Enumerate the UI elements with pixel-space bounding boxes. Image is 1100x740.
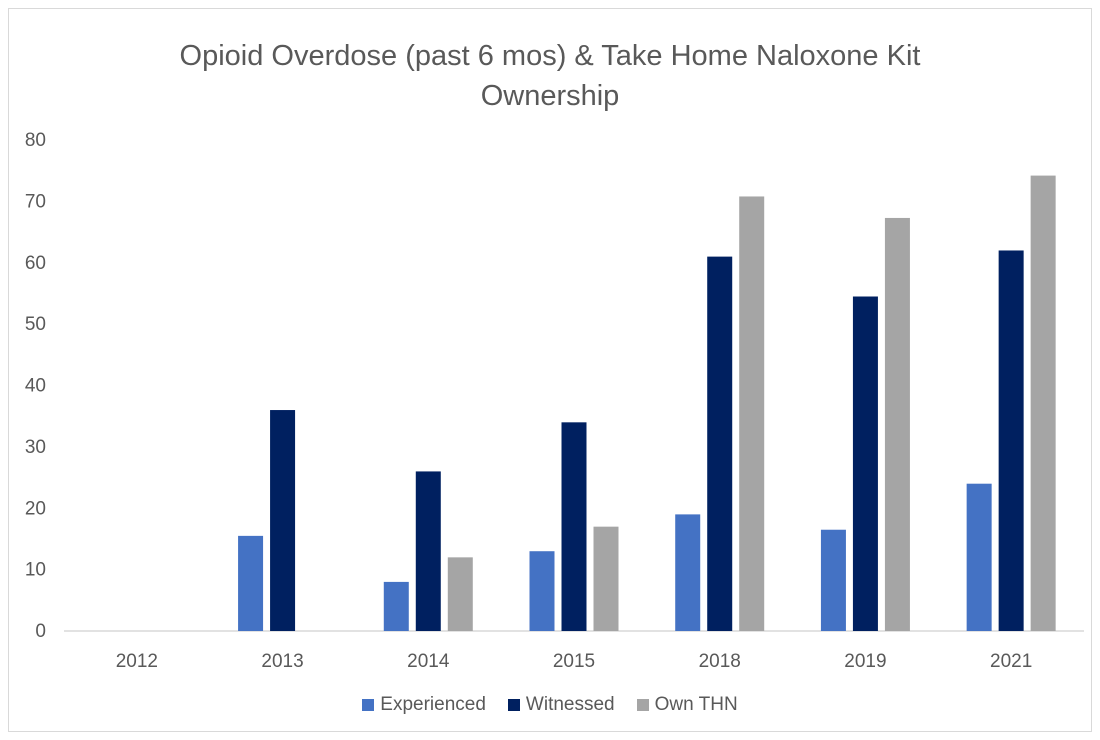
x-tick-label: 2021 [990, 651, 1032, 672]
y-tick-label: 80 [25, 130, 46, 151]
bar-experienced-2021 [966, 483, 992, 631]
bar-witnessed-2019 [852, 296, 878, 631]
bar-witnessed-2015 [561, 422, 587, 631]
x-tick-label: 2014 [407, 651, 450, 672]
legend-label: Witnessed [525, 694, 615, 715]
bar-experienced-2018 [675, 514, 701, 631]
y-tick-label: 20 [25, 498, 46, 519]
legend-label: Own THN [654, 694, 738, 715]
legend-swatch [636, 699, 649, 711]
x-tick-label: 2012 [116, 651, 158, 672]
y-tick-label: 70 [25, 191, 46, 212]
legend-item: Own THN [636, 694, 738, 716]
chart-legend: Experienced Witnessed Own THN [0, 694, 1100, 716]
y-tick-label: 30 [25, 437, 46, 458]
bar-experienced-2013 [238, 535, 264, 631]
y-tick-label: 60 [25, 253, 46, 274]
y-tick-label: 10 [25, 560, 46, 581]
bar-witnessed-2018 [707, 256, 733, 631]
legend-swatch [362, 699, 375, 711]
bar-own-thn-2018 [739, 196, 765, 631]
y-tick-label: 40 [25, 376, 46, 397]
bar-own-thn-2019 [884, 217, 910, 632]
chart-title: Opioid Overdose (past 6 mos) & Take Home… [179, 40, 921, 112]
legend-item: Witnessed [507, 694, 615, 716]
y-tick-label: 50 [25, 314, 46, 335]
bar-witnessed-2013 [270, 410, 296, 631]
bar-witnessed-2021 [998, 250, 1024, 631]
y-tick-label: 0 [35, 621, 46, 642]
x-tick-label: 2018 [699, 651, 741, 672]
bar-experienced-2015 [529, 551, 555, 631]
legend-swatch [507, 699, 520, 711]
x-tick-label: 2013 [261, 651, 303, 672]
bar-own-thn-2015 [593, 526, 619, 631]
bar-own-thn-2014 [447, 557, 473, 631]
x-tick-label: 2019 [844, 651, 886, 672]
legend-label: Experienced [380, 694, 486, 715]
bar-experienced-2019 [820, 529, 846, 631]
bar-experienced-2014 [383, 581, 409, 631]
bar-own-thn-2021 [1030, 175, 1056, 631]
x-tick-label: 2015 [553, 651, 595, 672]
legend-item: Experienced [362, 694, 486, 716]
bar-witnessed-2014 [415, 471, 441, 631]
